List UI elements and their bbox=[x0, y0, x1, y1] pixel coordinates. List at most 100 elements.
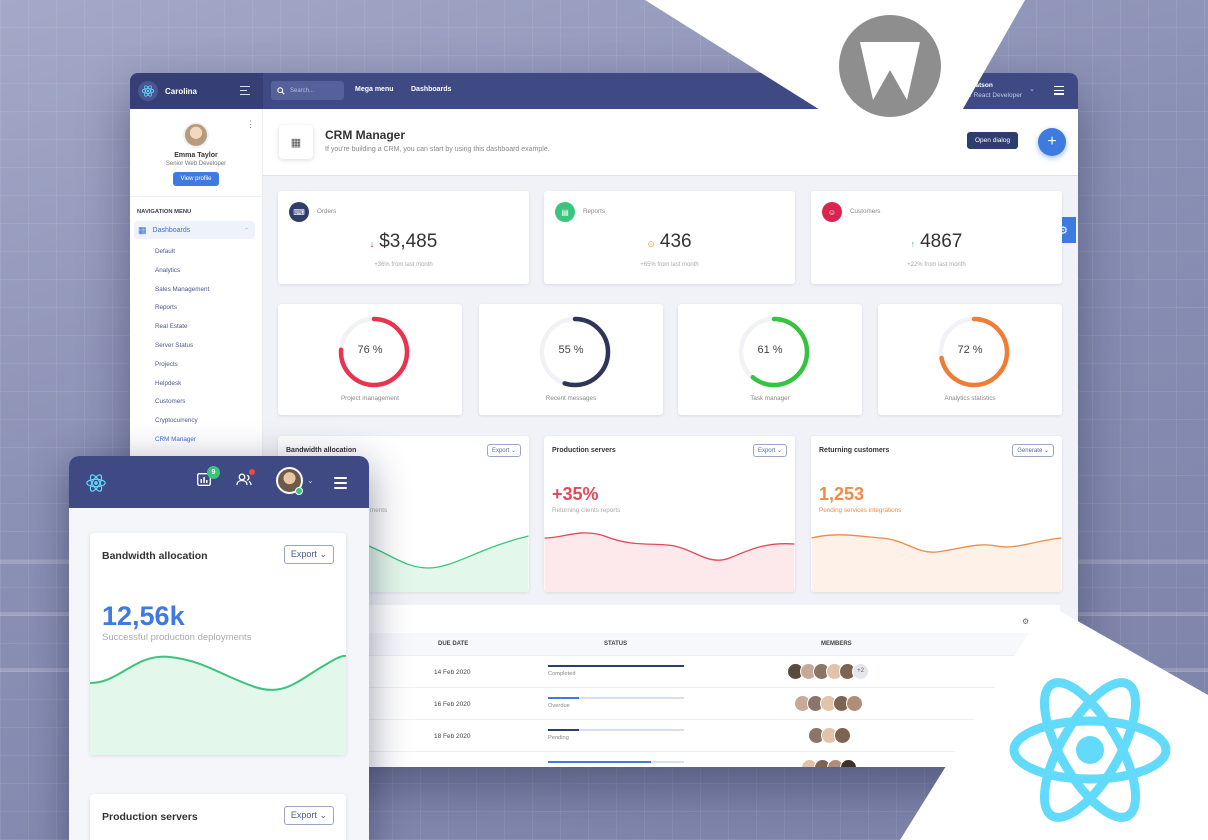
react-logo-corner bbox=[900, 607, 1208, 840]
area-chart-line bbox=[811, 534, 1062, 553]
kpi-label: Customers bbox=[850, 208, 881, 215]
chevron-up-icon: ⌃ bbox=[243, 227, 249, 234]
area-chart bbox=[811, 534, 1062, 592]
more-vertical-icon[interactable]: ⋮ bbox=[246, 119, 255, 129]
users-icon[interactable] bbox=[234, 472, 254, 492]
kpi-card-reports: ▤ Reports ⊙ 436 +65% from last month bbox=[544, 191, 795, 284]
status-progress-fill bbox=[548, 665, 684, 667]
card-title: Bandwidth allocation bbox=[102, 550, 208, 562]
members-group bbox=[808, 727, 851, 744]
open-dialog-button[interactable]: Open dialog bbox=[967, 132, 1019, 149]
chart-icon[interactable] bbox=[194, 472, 214, 492]
sidebar-item-real-estate[interactable]: Real Estate bbox=[155, 323, 188, 331]
export-button[interactable]: Export ⌄ bbox=[486, 444, 521, 457]
sidebar-item-default[interactable]: Default bbox=[155, 248, 175, 255]
chevron-down-icon: ⌄ bbox=[319, 810, 327, 820]
sidebar-toggle-icon[interactable] bbox=[240, 86, 250, 97]
avatar[interactable] bbox=[276, 467, 303, 494]
export-button[interactable]: Export ⌄ bbox=[283, 545, 334, 564]
export-label: Export bbox=[290, 810, 317, 820]
sidebar-item-crm-manager[interactable]: CRM Manager bbox=[155, 435, 196, 443]
chevron-down-icon[interactable]: ⌄ bbox=[1029, 86, 1035, 93]
status-label: Pending bbox=[548, 735, 569, 741]
nav-mega-menu[interactable]: Mega menu bbox=[355, 86, 394, 93]
status-label: Overdue bbox=[548, 703, 570, 709]
area-chart-line bbox=[544, 532, 795, 561]
member-avatar bbox=[840, 759, 857, 767]
big-value: +35% bbox=[552, 484, 599, 504]
members-group bbox=[794, 695, 863, 712]
kpi-value-row: ↑ 4867 bbox=[811, 231, 1062, 253]
sidebar-subitems: Default Analytics Sales Management Reports R… bbox=[130, 243, 262, 450]
big-value: 12,56k bbox=[102, 601, 185, 631]
member-avatar bbox=[846, 695, 863, 712]
mobile-production-card: Production servers Export ⌄ bbox=[90, 794, 346, 840]
sidebar-item-analytics[interactable]: Analytics bbox=[155, 266, 181, 274]
row-divider bbox=[278, 719, 1060, 720]
chart-card: Production servers Export ⌄ +35% Returni… bbox=[544, 436, 795, 592]
chart-title: Returning customers bbox=[819, 447, 890, 454]
sidebar-item-customers[interactable]: Customers bbox=[155, 398, 186, 406]
chevron-down-icon: ⌄ bbox=[319, 549, 327, 559]
trend-icon: ⊙ bbox=[647, 239, 655, 249]
generate-button[interactable]: Generate ⌄ bbox=[1012, 444, 1054, 457]
profile-block: ⋮ Emma Taylor Senior Web Developer View … bbox=[130, 109, 262, 197]
big-value-caption: Pending services integrations bbox=[819, 507, 902, 514]
trend-icon: ↓ bbox=[369, 239, 375, 249]
kpi-card-orders: ⌨ Orders ↓ $3,485 +36% from last month bbox=[278, 191, 529, 284]
user-name: Watson bbox=[969, 82, 993, 89]
plus-icon: + bbox=[1047, 133, 1057, 150]
mobile-bandwidth-card: Bandwidth allocation Export ⌄ 12,56k Suc… bbox=[90, 533, 346, 755]
keyboard-icon: ⌨ bbox=[289, 202, 309, 222]
kpi-subtext: +22% from last month bbox=[907, 262, 966, 268]
settings-icon[interactable]: ⚙ bbox=[1022, 617, 1030, 626]
user-icon: ☺ bbox=[822, 202, 842, 222]
progress-value: 61 % bbox=[757, 344, 783, 356]
header-due-date: DUE DATE bbox=[438, 641, 469, 647]
progress-ring bbox=[938, 316, 1010, 388]
nav-dashboards[interactable]: Dashboards bbox=[411, 86, 452, 93]
progress-label: Task manager bbox=[750, 395, 790, 402]
react-logo-icon bbox=[86, 474, 106, 492]
sidebar-item-helpdesk[interactable]: Helpdesk bbox=[155, 379, 182, 387]
status-progress-fill bbox=[548, 761, 652, 763]
area-chart bbox=[90, 654, 346, 755]
progress-value: 76 % bbox=[357, 344, 383, 356]
header-status: STATUS bbox=[604, 641, 628, 647]
sidebar-item-cryptocurrency[interactable]: Cryptocurrency bbox=[155, 417, 198, 425]
sidebar-item-projects[interactable]: Projects bbox=[155, 360, 178, 368]
profile-role: Senior Web Developer bbox=[165, 161, 227, 167]
button-label: Export bbox=[491, 448, 510, 454]
search-input[interactable]: Search... bbox=[271, 81, 344, 100]
kpi-label: Reports bbox=[583, 208, 606, 215]
export-button[interactable]: Export ⌄ bbox=[283, 806, 334, 825]
chevron-down-icon[interactable]: ⌄ bbox=[307, 476, 314, 485]
area-chart-fill bbox=[811, 534, 1062, 592]
page-title: CRM Manager bbox=[325, 128, 406, 142]
progress-value: 72 % bbox=[957, 344, 983, 356]
nav-heading: NAVIGATION MENU bbox=[137, 209, 192, 215]
menu-icon[interactable] bbox=[334, 477, 347, 492]
user-menu[interactable]: Watson r React Developer bbox=[970, 81, 1022, 101]
sidebar-item-reports[interactable]: Reports bbox=[155, 304, 178, 312]
kpi-subtext: +36% from last month bbox=[374, 262, 433, 268]
kpi-card-customers: ☺ Customers ↑ 4867 +22% from last month bbox=[811, 191, 1062, 284]
row-divider bbox=[278, 751, 1060, 752]
profile-name: Emma Taylor bbox=[174, 152, 218, 159]
progress-card: 72 % Analytics statistics bbox=[878, 304, 1062, 415]
table-header bbox=[278, 633, 1060, 655]
brand-name: Carolina bbox=[165, 86, 198, 96]
members-group bbox=[801, 759, 857, 767]
view-profile-button[interactable]: View profile bbox=[172, 172, 220, 186]
export-button[interactable]: Export ⌄ bbox=[752, 444, 787, 457]
sidebar-item-sales-management[interactable]: Sales Management bbox=[155, 285, 210, 293]
add-button[interactable]: + bbox=[1038, 128, 1066, 156]
search-icon bbox=[277, 86, 285, 95]
kpi-value: $3,485 bbox=[379, 231, 438, 252]
sidebar-item-dashboards[interactable]: ▦ Dashboards ⌃ bbox=[134, 221, 255, 239]
sidebar-item-server-status[interactable]: Server Status bbox=[155, 341, 194, 349]
progress-card: 61 % Task manager bbox=[678, 304, 862, 415]
list-icon[interactable] bbox=[1054, 86, 1064, 97]
alert-dot bbox=[249, 469, 255, 475]
notification-badge: 9 bbox=[207, 466, 220, 479]
